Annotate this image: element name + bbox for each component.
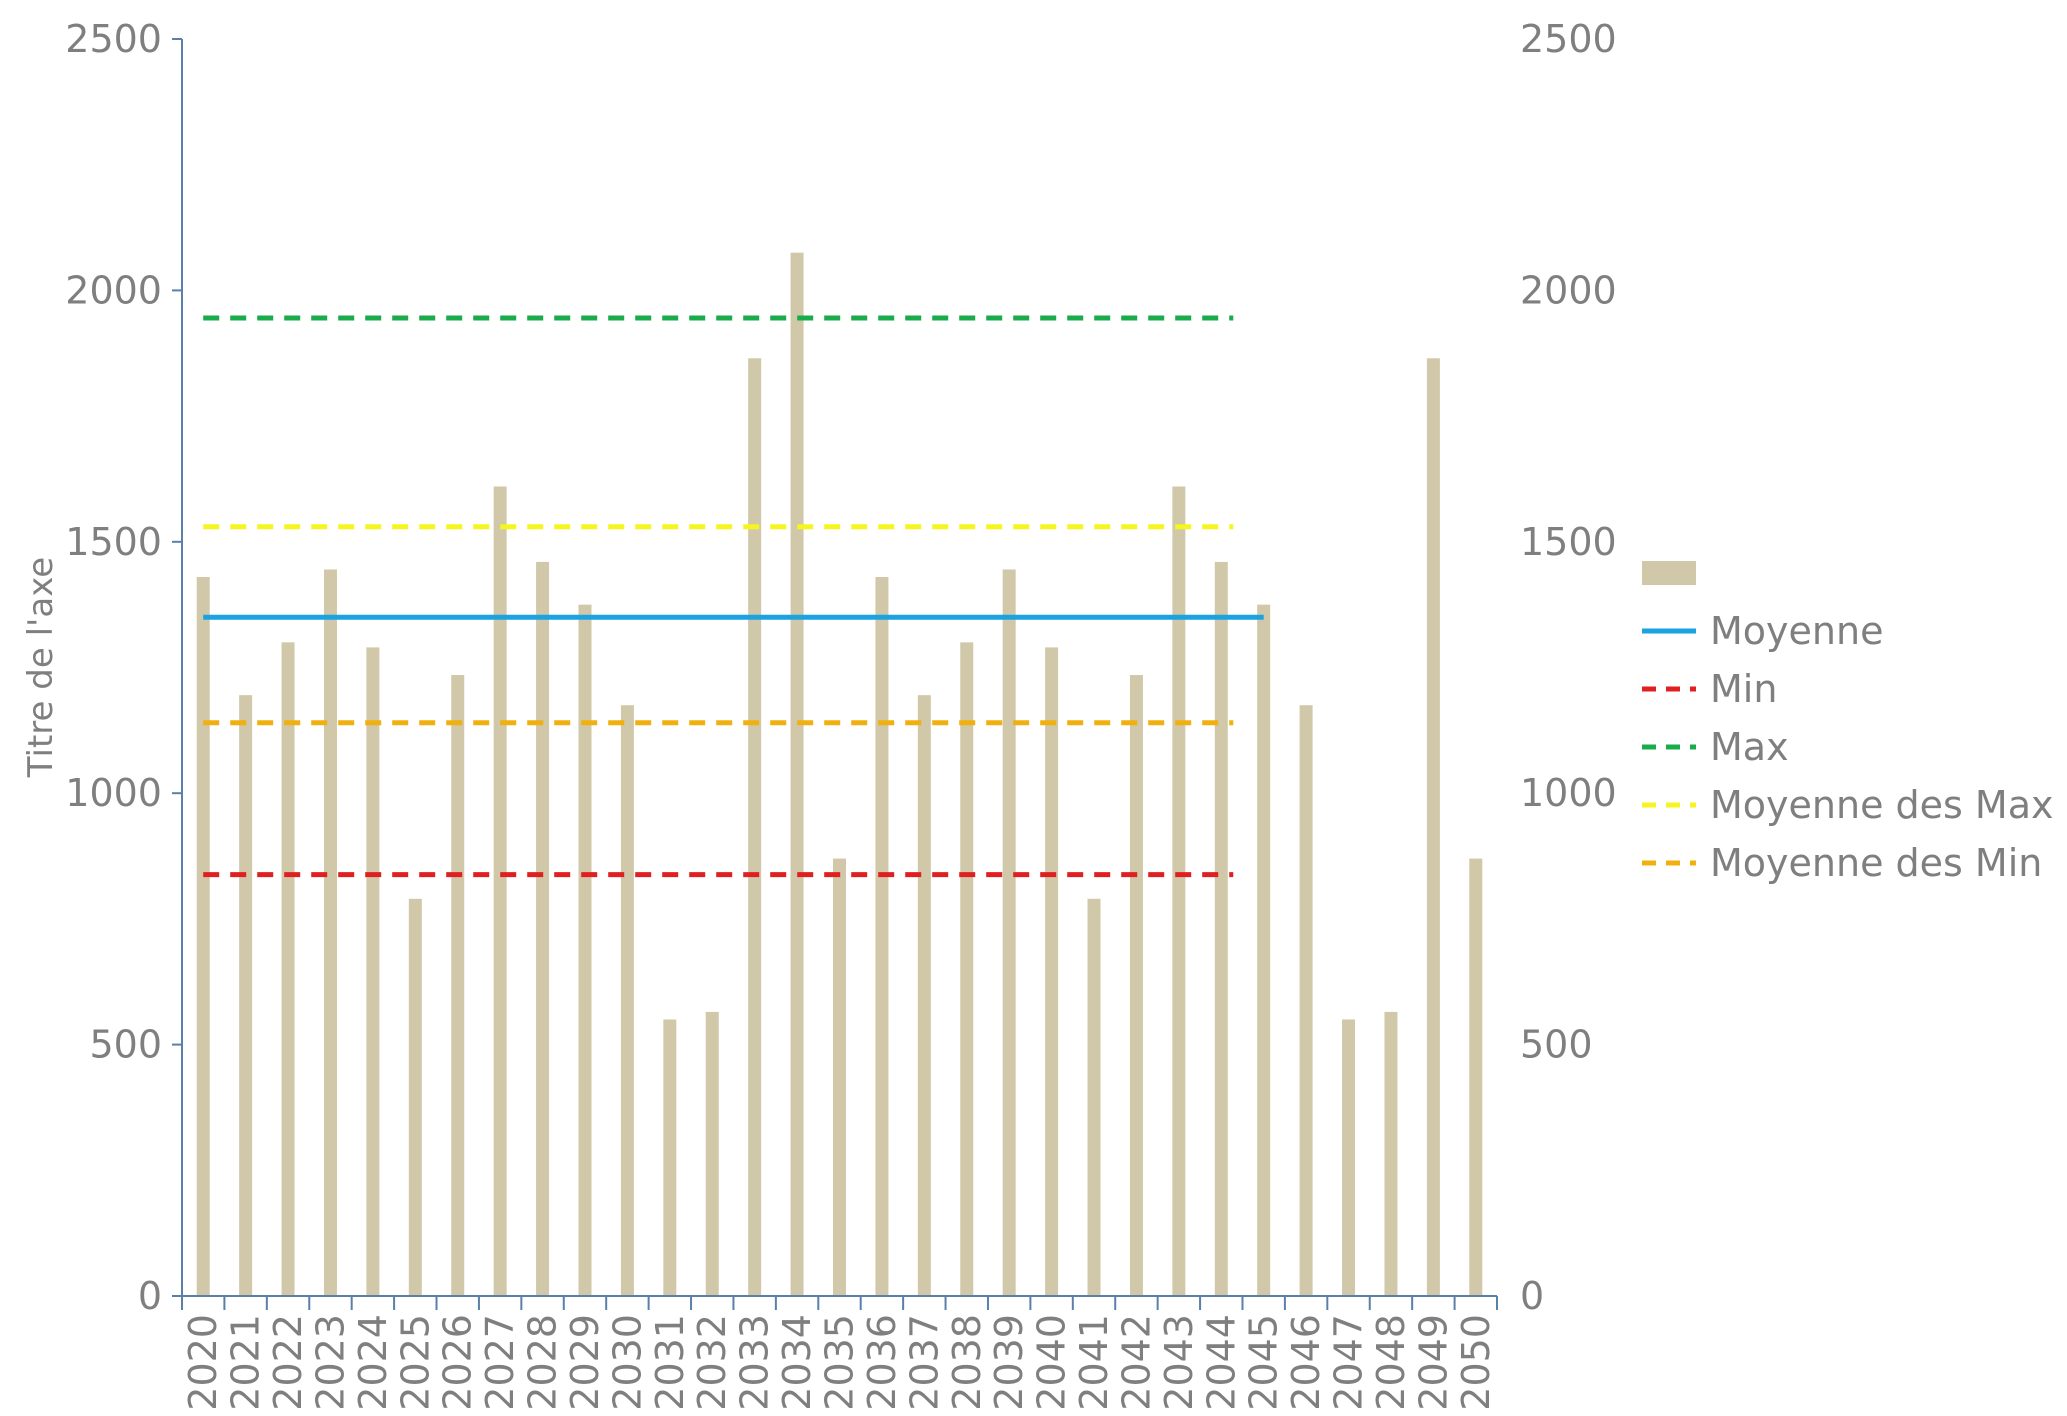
bar-2021 [239, 695, 253, 1296]
legend-label: Max [1710, 725, 1789, 769]
x-tick-label: 2048 [1369, 1314, 1413, 1411]
bar-2030 [620, 705, 634, 1296]
bar-2038 [960, 642, 974, 1296]
bar-2027 [493, 486, 507, 1296]
x-tick-label: 2043 [1157, 1314, 1201, 1411]
x-tick-label: 2038 [945, 1314, 989, 1411]
x-tick-label: 2028 [521, 1314, 565, 1411]
legend-label: Moyenne des Min [1710, 841, 2042, 885]
bar-2037 [917, 695, 931, 1296]
y-tick-label: 500 [89, 1023, 162, 1067]
y2-tick-label: 1500 [1520, 520, 1617, 564]
bar-2022 [281, 642, 295, 1296]
bar-2023 [323, 569, 337, 1296]
bar-2031 [663, 1019, 677, 1296]
x-tick-label: 2035 [818, 1314, 862, 1411]
x-tick-label: 2034 [775, 1314, 819, 1411]
x-tick-label: 2033 [733, 1314, 777, 1411]
bar-2032 [705, 1011, 719, 1296]
legend-label: Moyenne [1710, 609, 1883, 653]
x-tick-label: 2036 [860, 1314, 904, 1411]
x-tick-label: 2024 [351, 1314, 395, 1411]
y2-tick-label: 2000 [1520, 268, 1617, 312]
bar-2025 [408, 898, 422, 1296]
x-tick-label: 2030 [605, 1314, 649, 1411]
y-tick-label: 2500 [65, 17, 162, 61]
x-tick-label: 2040 [1030, 1314, 1074, 1411]
y-tick-label: 1000 [65, 771, 162, 815]
bar-2034 [790, 252, 804, 1297]
bar-2035 [833, 858, 846, 1296]
x-tick-label: 2041 [1072, 1314, 1116, 1411]
x-tick-label: 2029 [563, 1314, 607, 1411]
bar-2045 [1257, 604, 1271, 1296]
bar-2042 [1129, 675, 1143, 1296]
bar-2049 [1426, 358, 1440, 1296]
y2-tick-label: 500 [1520, 1023, 1593, 1067]
x-tick-label: 2039 [987, 1314, 1031, 1411]
bar-2033 [748, 358, 762, 1296]
x-tick-label: 2020 [181, 1314, 225, 1411]
bar-2048 [1384, 1011, 1398, 1296]
x-tick-label: 2044 [1199, 1314, 1243, 1411]
x-tick-label: 2022 [266, 1314, 310, 1411]
y-tick-label: 2000 [65, 268, 162, 312]
y-tick-label: 0 [138, 1274, 162, 1318]
bar-2041 [1087, 898, 1101, 1296]
bar-2047 [1342, 1019, 1356, 1296]
bar-2043 [1172, 486, 1186, 1296]
x-tick-label: 2025 [393, 1314, 437, 1411]
x-tick-label: 2031 [648, 1314, 692, 1411]
legend-label: Min [1710, 667, 1777, 711]
x-tick-label: 2023 [308, 1314, 352, 1411]
x-tick-label: 2037 [902, 1314, 946, 1411]
bar-2024 [366, 647, 380, 1296]
x-tick-label: 2021 [224, 1314, 268, 1411]
bar-2036 [875, 576, 889, 1296]
bar-2046 [1299, 705, 1313, 1296]
bar-2028 [536, 561, 550, 1296]
reference-lines-group [203, 315, 1264, 878]
x-tick-label: 2032 [690, 1314, 734, 1411]
x-tick-label: 2049 [1411, 1314, 1455, 1411]
x-tick-label: 2026 [436, 1314, 480, 1411]
legend-swatch-bar [1642, 561, 1696, 585]
bar-2020 [196, 576, 210, 1296]
bar-2026 [451, 675, 465, 1296]
bar-2039 [1002, 569, 1016, 1296]
x-tick-label: 2046 [1284, 1314, 1328, 1411]
y2-tick-label: 1000 [1520, 771, 1617, 815]
legend-label: Moyenne des Max [1710, 783, 2053, 827]
y-axis-title: Titre de l'axe [21, 557, 61, 778]
bars-group [196, 252, 1483, 1297]
bar-2029 [578, 604, 592, 1296]
bar-2050 [1469, 858, 1483, 1296]
axes-group: 0 500 1000 1500 2000 2500 0 500 1000 1500 2000 2500… [21, 17, 1617, 1411]
bar-2040 [1045, 647, 1059, 1296]
y2-tick-label: 0 [1520, 1274, 1544, 1318]
x-tick-label: 2045 [1242, 1314, 1286, 1411]
x-tick-label: 2027 [478, 1314, 522, 1411]
legend: Moyenne Min Max Moyenne des Max Moyenne des … [1642, 561, 2053, 885]
x-tick-label: 2042 [1114, 1314, 1158, 1411]
x-tick-label: 2050 [1454, 1314, 1498, 1411]
y-tick-label: 1500 [65, 520, 162, 564]
bar-2044 [1214, 561, 1228, 1296]
x-tick-label: 2047 [1327, 1314, 1371, 1411]
y2-tick-label: 2500 [1520, 17, 1617, 61]
